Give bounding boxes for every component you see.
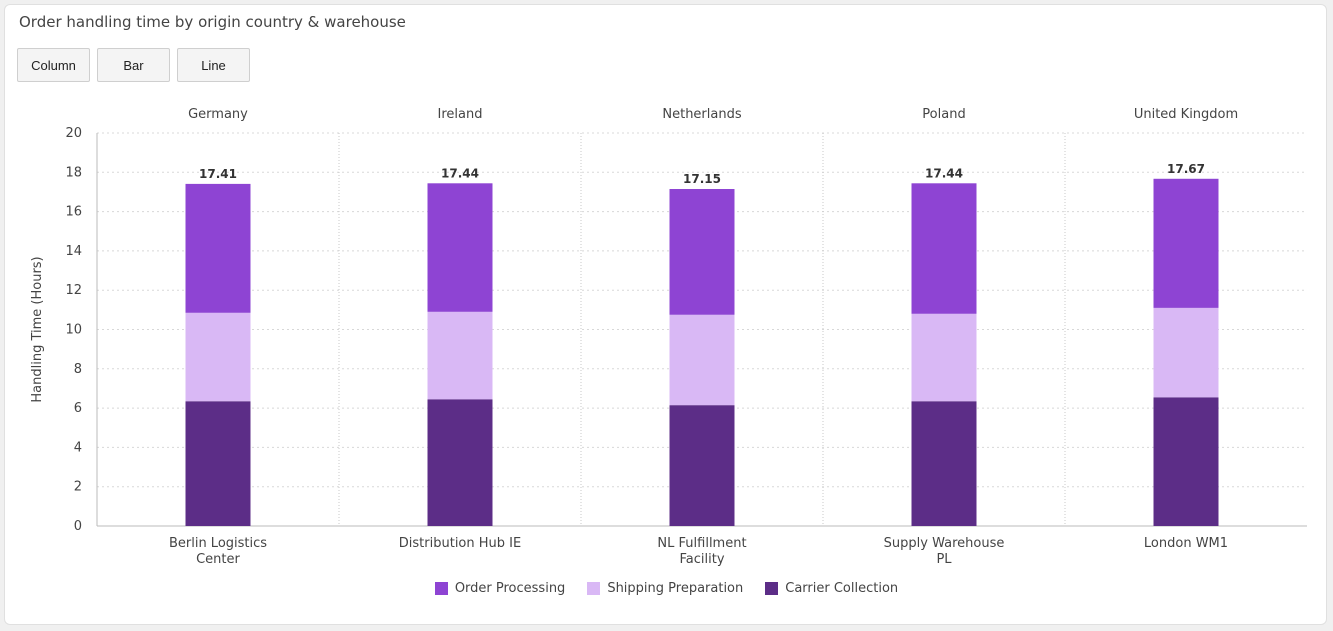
chart-title: Order handling time by origin country & … bbox=[19, 13, 406, 31]
y-tick-label: 6 bbox=[74, 401, 82, 416]
category-label: Berlin Logistics bbox=[169, 536, 267, 551]
bar-segment bbox=[185, 312, 251, 402]
y-tick-label: 14 bbox=[65, 244, 82, 259]
legend-label: Carrier Collection bbox=[785, 581, 899, 596]
group-label: Ireland bbox=[438, 107, 483, 122]
y-tick-label: 4 bbox=[74, 440, 82, 455]
bar-segment bbox=[185, 183, 251, 313]
group-label: Poland bbox=[922, 107, 965, 122]
group-label: Germany bbox=[188, 107, 248, 122]
bar-segment bbox=[1153, 307, 1219, 398]
total-label: 17.41 bbox=[199, 167, 237, 181]
category-label: Center bbox=[196, 552, 240, 567]
bar-segment bbox=[427, 183, 493, 312]
total-label: 17.67 bbox=[1167, 162, 1205, 176]
bar-segment bbox=[911, 401, 977, 526]
y-tick-label: 18 bbox=[65, 165, 82, 180]
category-label: Supply Warehouse bbox=[884, 536, 1005, 551]
y-tick-label: 2 bbox=[74, 480, 82, 495]
y-tick-label: 8 bbox=[74, 362, 82, 377]
y-tick-label: 0 bbox=[74, 519, 82, 534]
y-tick-label: 10 bbox=[65, 323, 82, 338]
bar-segment bbox=[669, 405, 735, 526]
bar-segment bbox=[1153, 178, 1219, 308]
chart-legend: Order Processing Shipping Preparation Carr… bbox=[0, 581, 1333, 596]
category-label: PL bbox=[936, 552, 952, 567]
legend-label: Shipping Preparation bbox=[607, 581, 744, 596]
total-label: 17.15 bbox=[683, 172, 721, 186]
category-label: Facility bbox=[679, 552, 724, 567]
category-label: NL Fulfillment bbox=[657, 536, 746, 551]
bar-segment bbox=[427, 311, 493, 400]
column-button[interactable]: Column bbox=[17, 48, 90, 82]
total-label: 17.44 bbox=[925, 166, 963, 180]
category-label: London WM1 bbox=[1144, 536, 1228, 551]
bar-segment bbox=[911, 313, 977, 402]
y-axis-title: Handling Time (Hours) bbox=[30, 256, 45, 402]
line-button[interactable]: Line bbox=[177, 48, 250, 82]
legend-swatch bbox=[434, 582, 448, 595]
legend-swatch bbox=[587, 582, 601, 595]
legend-item[interactable]: Carrier Collection bbox=[765, 581, 898, 596]
total-label: 17.44 bbox=[441, 166, 479, 180]
bar-segment bbox=[427, 399, 493, 526]
legend-item[interactable]: Shipping Preparation bbox=[587, 581, 743, 596]
legend-item[interactable]: Order Processing bbox=[434, 581, 566, 596]
bar-button[interactable]: Bar bbox=[97, 48, 170, 82]
group-label: United Kingdom bbox=[1134, 107, 1238, 122]
y-tick-label: 12 bbox=[65, 283, 82, 298]
bar-segment bbox=[1153, 397, 1219, 526]
bar-segment bbox=[669, 314, 735, 406]
bar-segment bbox=[185, 401, 251, 526]
bar-segment bbox=[911, 183, 977, 314]
legend-swatch bbox=[765, 582, 779, 595]
bar-segment bbox=[669, 189, 735, 315]
y-tick-label: 20 bbox=[65, 126, 82, 141]
group-label: Netherlands bbox=[662, 107, 741, 122]
category-label: Distribution Hub IE bbox=[399, 536, 521, 551]
y-tick-label: 16 bbox=[65, 205, 82, 220]
legend-label: Order Processing bbox=[454, 581, 566, 596]
